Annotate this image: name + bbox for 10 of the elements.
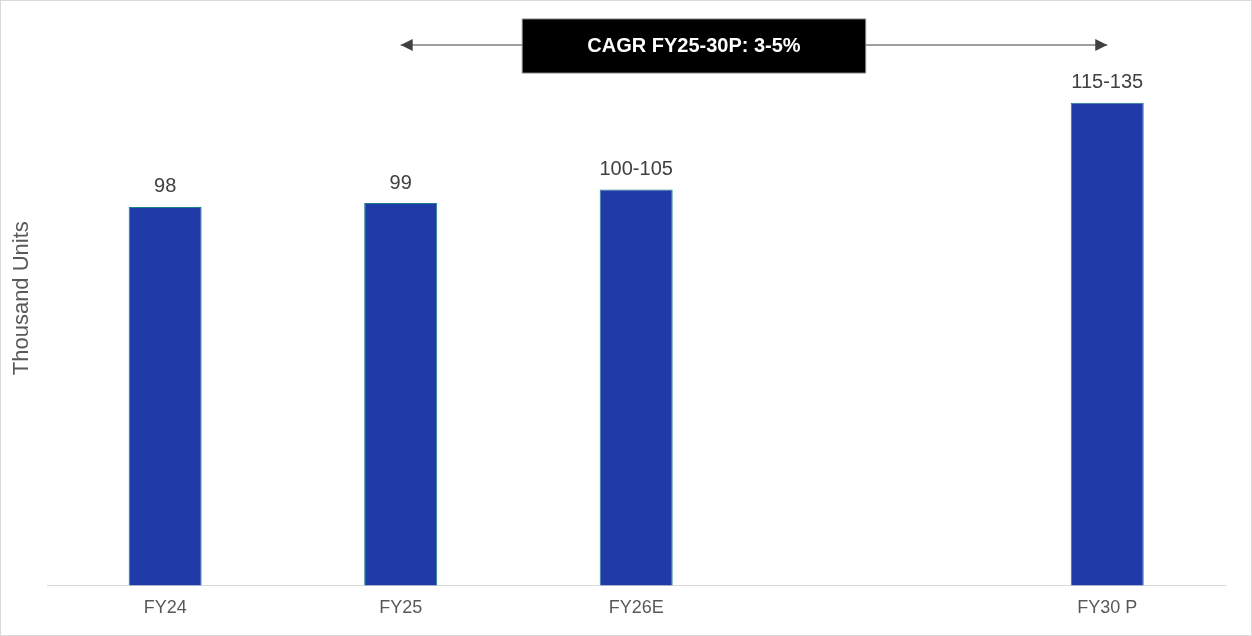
x-tick-label: FY30 P — [1077, 597, 1138, 618]
x-tick-label: FY25 — [379, 597, 423, 618]
data-label: 98 — [154, 174, 177, 197]
x-tick-label: FY26E — [608, 597, 664, 618]
x-tick-label: FY24 — [143, 597, 187, 618]
data-label: 99 — [389, 170, 412, 193]
text: CAGR FY25-30P: 3-5% — [587, 33, 801, 56]
data-label: 100-105 — [599, 157, 673, 180]
y-axis-title: Thousand Units — [8, 221, 34, 376]
data-label: 115-135 — [1071, 70, 1144, 93]
